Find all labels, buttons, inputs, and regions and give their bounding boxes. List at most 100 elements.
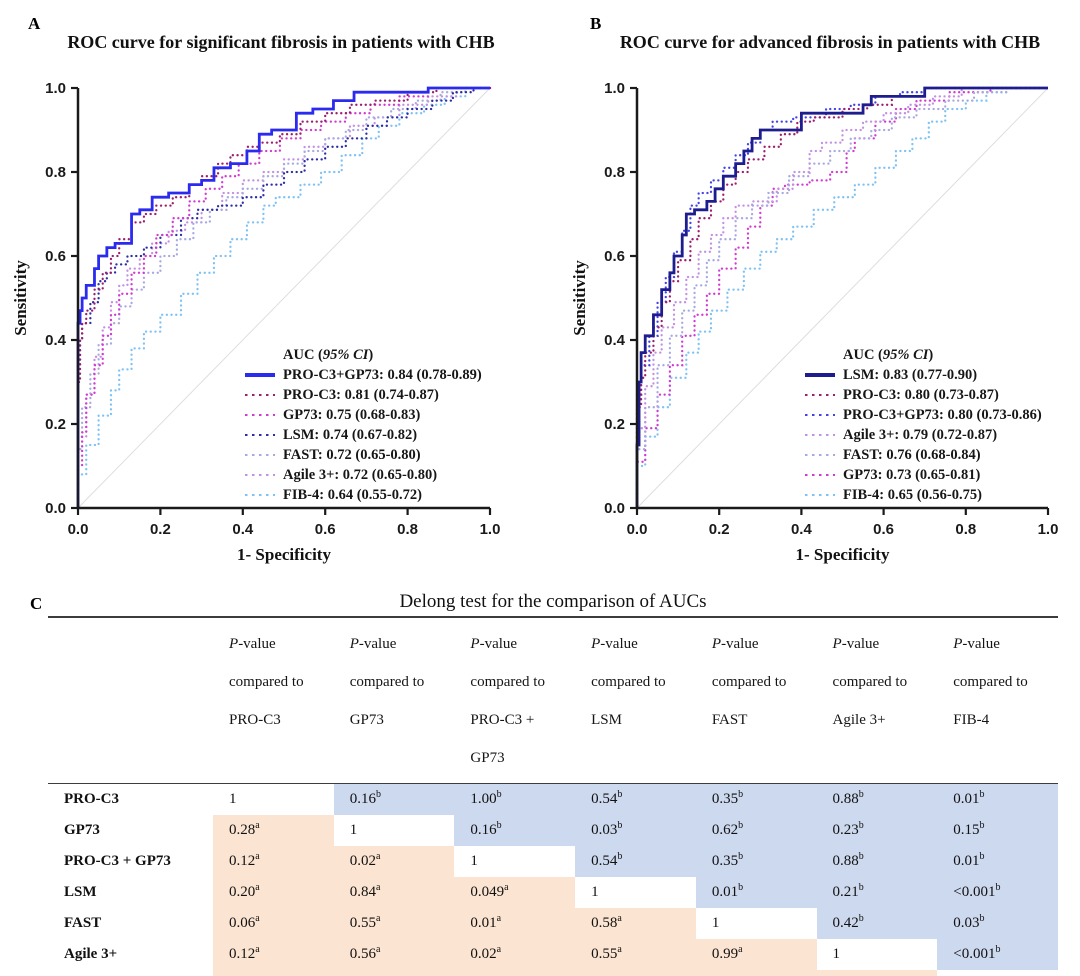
- pvalue-cell: 1: [816, 938, 938, 970]
- pvalue-cell: 1: [575, 876, 696, 908]
- y-tick-label: 0.8: [45, 164, 66, 181]
- pvalue-cell: 0.56a: [333, 938, 455, 970]
- legend-entry-label: Agile 3+: 0.72 (0.65-0.80): [283, 466, 438, 483]
- roc-curve-agile-3-: [635, 86, 1050, 510]
- dotted-line-swatch: [805, 393, 835, 397]
- pvalue-cell: 0.01b: [937, 783, 1058, 815]
- roc-curve-pro-c3-gp73: [76, 86, 490, 508]
- legend-b: AUC (95% CI) LSM: 0.83 (0.77-0.90) PRO-C3:…: [805, 345, 1042, 505]
- table-header-fast: P -value compared to FAST: [695, 617, 817, 784]
- legend-entry-fib-4: FIB-4: 0.65 (0.56-0.75): [805, 485, 1042, 505]
- table-row-lsm: LSM 0.20a 0.84a 0.049a 1 0.01b 0.21b <0.001b: [48, 876, 1058, 908]
- panel-a-title: ROC curve for significant fibrosis in pa…: [67, 32, 495, 52]
- header-line-pvalue: P -value: [591, 635, 638, 652]
- legend-entry-label: GP73: 0.75 (0.68-0.83): [283, 406, 421, 423]
- legend-title-text: AUC (95% CI): [283, 346, 374, 363]
- panel-b: B ROC curve for advanced fibrosis in pat…: [558, 0, 1080, 588]
- x-tick-label: 0.0: [627, 521, 648, 538]
- solid-line-swatch: [245, 373, 275, 377]
- pvalue-cell: 1: [454, 845, 576, 877]
- pvalue-cell: <0.001b: [937, 938, 1058, 970]
- row-label: PRO-C3 + GP73: [64, 852, 171, 869]
- header-line-comparator: PRO-C3: [229, 712, 281, 728]
- header-line-pvalue: P -value: [470, 635, 518, 652]
- pvalue-cell: 0.12a: [213, 938, 334, 970]
- legend-entry-label: PRO-C3+GP73: 0.84 (0.78-0.89): [283, 366, 482, 383]
- table-header-lsm: P -value compared to LSM: [575, 617, 696, 784]
- pvalue-cell: 1: [937, 969, 1058, 976]
- pvalue-cell: 0.03b: [575, 814, 696, 846]
- pvalue-cell: 0.15b: [937, 814, 1058, 846]
- x-tick-label: 0.2: [709, 521, 730, 538]
- legend-entry-label: FAST: 0.76 (0.68-0.84): [843, 446, 981, 463]
- x-tick-label: 0.0: [68, 521, 89, 538]
- pvalue-cell: 0.35b: [695, 845, 817, 877]
- dotted-line-swatch: [805, 413, 835, 417]
- pvalue-cell: 0.01b: [937, 845, 1058, 877]
- y-tick-label: 0.2: [45, 416, 66, 433]
- pvalue-cell: 0.02a: [333, 969, 455, 976]
- table-header-pro-c3-gp73: P -value compared to PRO-C3 + GP73: [454, 617, 576, 784]
- pvalue-cell: 1: [213, 783, 334, 815]
- pvalue-cell: 0.12a: [213, 845, 334, 877]
- x-tick-label: 0.8: [955, 521, 976, 538]
- dotted-line-swatch: [245, 413, 275, 417]
- legend-entry-fast: FAST: 0.72 (0.65-0.80): [245, 445, 482, 465]
- header-line-pvalue: P -value: [711, 635, 759, 652]
- legend-entry-agile-3-: Agile 3+: 0.79 (0.72-0.87): [805, 425, 1042, 445]
- row-label: PRO-C3: [64, 790, 119, 807]
- pvalue-cell: 0.84a: [333, 876, 455, 908]
- y-tick-label: 0.8: [604, 164, 625, 181]
- pvalue-cell: 0.01a: [454, 907, 576, 939]
- chance-diagonal-line: [636, 87, 1049, 509]
- legend-entry-label: PRO-C3: 0.80 (0.73-0.87): [843, 386, 999, 403]
- header-line-pvalue: P -value: [349, 635, 397, 652]
- x-tick-label: 1.0: [480, 521, 501, 538]
- x-tick-label: 0.4: [791, 521, 813, 538]
- dotted-line-swatch: [245, 393, 275, 397]
- header-line-compared-to: compared to: [229, 673, 304, 690]
- pvalue-cell: 0.28a: [213, 814, 334, 846]
- roc-curve-pro-c3-gp73: [635, 86, 1050, 510]
- table-header-fib-4: P -value compared to FIB-4: [937, 617, 1058, 784]
- legend-entry-label: Agile 3+: 0.79 (0.72-0.87): [843, 426, 998, 443]
- row-label: FIB-4: [48, 970, 213, 976]
- legend-entry-label: FIB-4: 0.65 (0.56-0.75): [843, 486, 982, 503]
- dotted-line-swatch: [245, 493, 275, 497]
- table-row-agile-3-: Agile 3+ 0.12a 0.56a 0.02a 0.55a 0.99a 1 <0.001…: [48, 938, 1058, 970]
- header-line-compared-to: compared to: [832, 673, 908, 690]
- roc-curve-fast: [76, 86, 492, 510]
- pvalue-cell: 1: [333, 814, 455, 846]
- legend-entry-pro-c3-gp73: PRO-C3+GP73: 0.84 (0.78-0.89): [245, 365, 482, 385]
- table-header-agile-3-: P -value compared to Agile 3+: [816, 617, 938, 784]
- legend-entry-pro-c3: PRO-C3: 0.81 (0.74-0.87): [245, 385, 482, 405]
- y-tick-label: 0.6: [45, 248, 66, 265]
- roc-curve-fib-4: [635, 86, 1050, 510]
- x-tick-label: 0.8: [397, 521, 418, 538]
- x-tick-label: 1.0: [1038, 521, 1059, 538]
- pvalue-cell: 0.16b: [454, 814, 576, 846]
- dotted-line-swatch: [805, 473, 835, 477]
- header-line-compared-to: compared to: [711, 673, 787, 690]
- header-line-compared-to: compared to: [953, 673, 1028, 690]
- legend-title-text: AUC (95% CI): [843, 346, 934, 363]
- pvalue-cell: 0.02a: [454, 938, 576, 970]
- y-tick-label: 0.4: [604, 332, 626, 349]
- header-line-comparator: LSM: [591, 712, 622, 728]
- legend-a: AUC (95% CI) PRO-C3+GP73: 0.84 (0.78-0.89…: [245, 345, 482, 505]
- legend-entry-agile-3-: Agile 3+: 0.72 (0.65-0.80): [245, 465, 482, 485]
- legend-entry-label: GP73: 0.73 (0.65-0.81): [843, 466, 981, 483]
- panel-c: C Delong test for the comparison of AUCs…: [0, 588, 1080, 976]
- legend-entry-fib-4: FIB-4: 0.64 (0.55-0.72): [245, 485, 482, 505]
- header-line-pvalue: P -value: [229, 635, 276, 652]
- dotted-line-swatch: [805, 433, 835, 437]
- pvalue-cell: 0.03b: [937, 907, 1058, 939]
- legend-entry-label: PRO-C3: 0.81 (0.74-0.87): [283, 386, 439, 403]
- pvalue-cell: <0.001b: [937, 876, 1058, 908]
- table-title: Delong test for the comparison of AUCs: [399, 591, 707, 612]
- y-axis-title: Sensitivity: [570, 260, 589, 336]
- pvalue-cell: 0.35b: [695, 783, 817, 815]
- pvalue-cell: 0.54b: [575, 845, 696, 877]
- header-line-pvalue: P -value: [953, 635, 1000, 652]
- y-tick-label: 0.0: [604, 500, 625, 517]
